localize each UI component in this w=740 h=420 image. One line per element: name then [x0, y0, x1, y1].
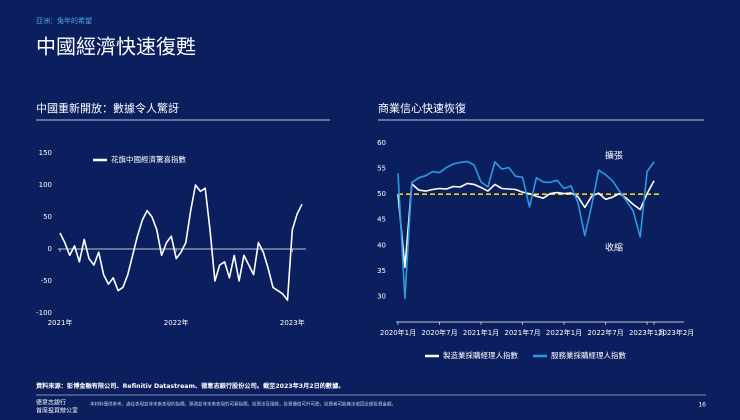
slide-title: 中國經濟快速復甦	[36, 35, 196, 59]
chart-title: 中國重新開放：數據令人驚訝	[36, 101, 179, 115]
chart-title: 商業信心快速恢復	[378, 101, 466, 115]
legend-label: 服務業採購經理人指數	[551, 350, 626, 360]
y-tick-label: 0	[48, 245, 52, 253]
x-tick-label: 2020年1月	[380, 328, 416, 337]
office: 首席投資辦公室	[36, 407, 78, 415]
y-tick-label: 35	[377, 267, 386, 275]
company: 德意志銀行	[36, 399, 66, 407]
x-tick-label: 2022年1月	[546, 328, 582, 337]
y-tick-label: -100	[36, 309, 52, 317]
x-tick-label: 2023年1月	[629, 328, 665, 337]
x-tick-label: 2021年1月	[463, 328, 499, 337]
legend-label: 花旗中國經濟驚喜指數	[111, 154, 186, 164]
annotation: 收縮	[605, 242, 623, 254]
y-tick-label: 30	[377, 292, 386, 300]
x-tick-label: 2022年7月	[587, 328, 623, 337]
x-tick-label: 2022年	[164, 318, 189, 327]
y-tick-label: 50	[43, 213, 52, 221]
x-tick-label: 2023年2月	[658, 328, 694, 337]
source-note: 資料來源：彭博金融有限公司、Refinitiv Datastream、德意志銀行…	[36, 382, 345, 390]
disclaimer: 本材料僅供參考。過往表現並非未來表現的指標。預測並非未來表現的可靠指標。投資涉及…	[90, 401, 396, 408]
x-tick-label: 2021年7月	[504, 328, 540, 337]
y-tick-label: 150	[39, 149, 52, 157]
y-tick-label: 45	[377, 216, 386, 224]
y-tick-label: 55	[377, 165, 386, 173]
series-line	[59, 184, 303, 301]
y-tick-label: 100	[39, 181, 52, 189]
page-number: 16	[698, 402, 706, 409]
y-tick-label: 60	[377, 139, 386, 147]
annotation: 擴張	[605, 150, 623, 162]
series-line	[397, 160, 655, 300]
x-tick-label: 2021年	[48, 318, 73, 327]
y-tick-label: 40	[377, 241, 386, 249]
legend-label: 製造業採購經理人指數	[443, 350, 518, 360]
x-tick-label: 2023年	[280, 318, 305, 327]
y-tick-label: 50	[377, 190, 386, 198]
section-label: 亞洲：兔年的希望	[36, 16, 92, 25]
y-tick-label: -50	[41, 277, 52, 285]
x-tick-label: 2020年7月	[421, 328, 457, 337]
